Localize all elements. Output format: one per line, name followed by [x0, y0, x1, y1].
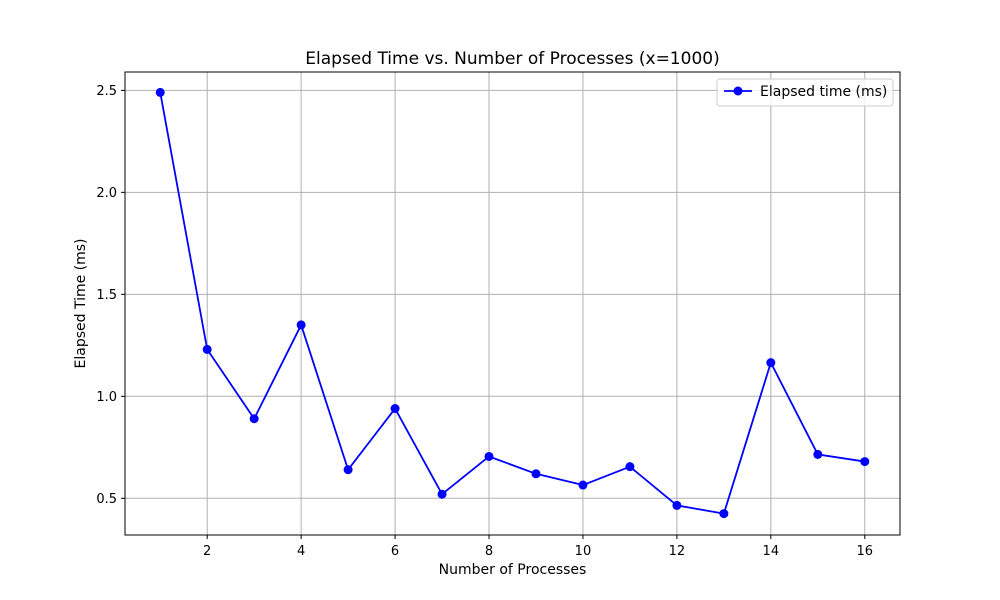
data-point: [296, 320, 306, 330]
x-tick-label: 4: [297, 544, 305, 559]
x-tick-label: 6: [391, 544, 399, 559]
y-tick-label: 1.5: [96, 288, 117, 303]
data-point: [437, 489, 447, 499]
y-axis-label: Elapsed Time (ms): [73, 238, 89, 368]
data-point: [390, 404, 400, 414]
data-point: [672, 500, 682, 510]
series-elapsed-time: [155, 87, 870, 519]
y-tick-label: 2.0: [96, 186, 117, 201]
y-tick-label: 1.0: [96, 390, 117, 405]
plot-frame: [124, 71, 901, 536]
x-tick-label: 12: [669, 544, 686, 559]
data-point: [343, 465, 353, 475]
chart-title: Elapsed Time vs. Number of Processes (x=…: [305, 49, 719, 69]
x-tick-label: 16: [856, 544, 873, 559]
x-tick-label: 10: [575, 544, 592, 559]
x-tick-label: 2: [203, 544, 211, 559]
data-point: [578, 480, 588, 490]
legend-box: [716, 78, 894, 107]
x-tick-label: 14: [763, 544, 780, 559]
legend-marker-swatch: [733, 86, 743, 96]
data-point: [155, 87, 165, 97]
y-axis-ticks: 0.5 1.0 1.5 2.0 2.5: [96, 84, 125, 507]
data-point: [249, 414, 259, 424]
data-point: [719, 509, 729, 519]
data-point: [860, 457, 870, 467]
x-axis-ticks: 2 4 6 8 10 12 14 16: [203, 535, 873, 559]
legend: Elapsed time (ms): [716, 78, 894, 107]
grid-lines: [125, 72, 900, 535]
data-point: [813, 449, 823, 459]
series-line: [159, 92, 865, 515]
x-tick-label: 8: [485, 544, 493, 559]
x-axis-label: Number of Processes: [439, 562, 587, 578]
y-tick-label: 0.5: [96, 492, 117, 507]
data-point: [531, 469, 541, 479]
data-point: [202, 344, 212, 354]
data-point: [766, 358, 776, 368]
legend-entry-label: Elapsed time (ms): [760, 84, 887, 100]
y-tick-label: 2.5: [96, 84, 117, 99]
data-point: [625, 462, 635, 472]
data-point: [484, 451, 494, 461]
